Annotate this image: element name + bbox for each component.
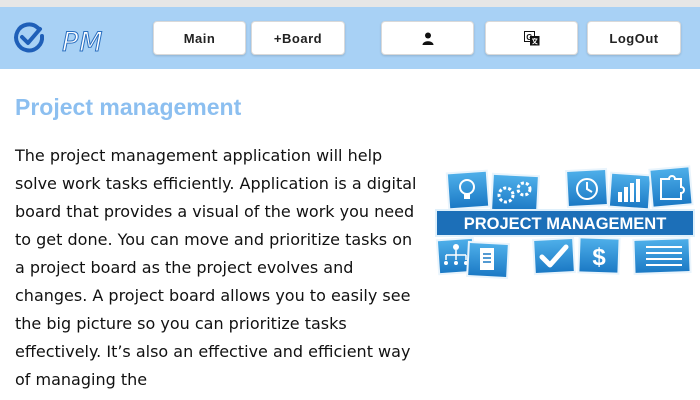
- gears-icon: [490, 172, 540, 214]
- translate-icon: G: [523, 30, 539, 45]
- bar-chart-icon: [607, 171, 653, 211]
- svg-text:$: $: [592, 244, 606, 271]
- user-button[interactable]: [381, 21, 474, 55]
- add-board-button[interactable]: +Board: [251, 21, 345, 55]
- banner-text: PROJECT MANAGEMENT: [464, 215, 667, 233]
- logout-button[interactable]: LogOut: [587, 21, 681, 55]
- project-management-illustration: PROJECT MANAGEMENT $: [434, 165, 696, 280]
- org-chart-icon: [435, 236, 477, 276]
- main-button[interactable]: Main: [153, 21, 246, 55]
- page-title: Project management: [15, 94, 242, 120]
- top-strip: [0, 0, 700, 7]
- header-bar: PM Main +Board G LogOut: [0, 7, 700, 69]
- dollar-icon: $: [577, 236, 621, 275]
- check-circle-icon: [14, 22, 45, 53]
- puzzle-icon: [648, 165, 694, 209]
- language-button[interactable]: G: [485, 21, 578, 55]
- logo[interactable]: PM: [12, 21, 122, 61]
- list-icon: [632, 236, 692, 276]
- user-icon: [422, 32, 433, 45]
- lightbulb-icon: [445, 169, 491, 211]
- checkmark-icon: [532, 236, 576, 276]
- svg-text:G: G: [526, 32, 533, 41]
- document-icon: [466, 240, 510, 280]
- banner: PROJECT MANAGEMENT: [435, 209, 695, 237]
- logo-text: PM: [62, 27, 104, 59]
- clock-icon: [565, 167, 609, 209]
- description-text: The project management application will …: [15, 146, 417, 389]
